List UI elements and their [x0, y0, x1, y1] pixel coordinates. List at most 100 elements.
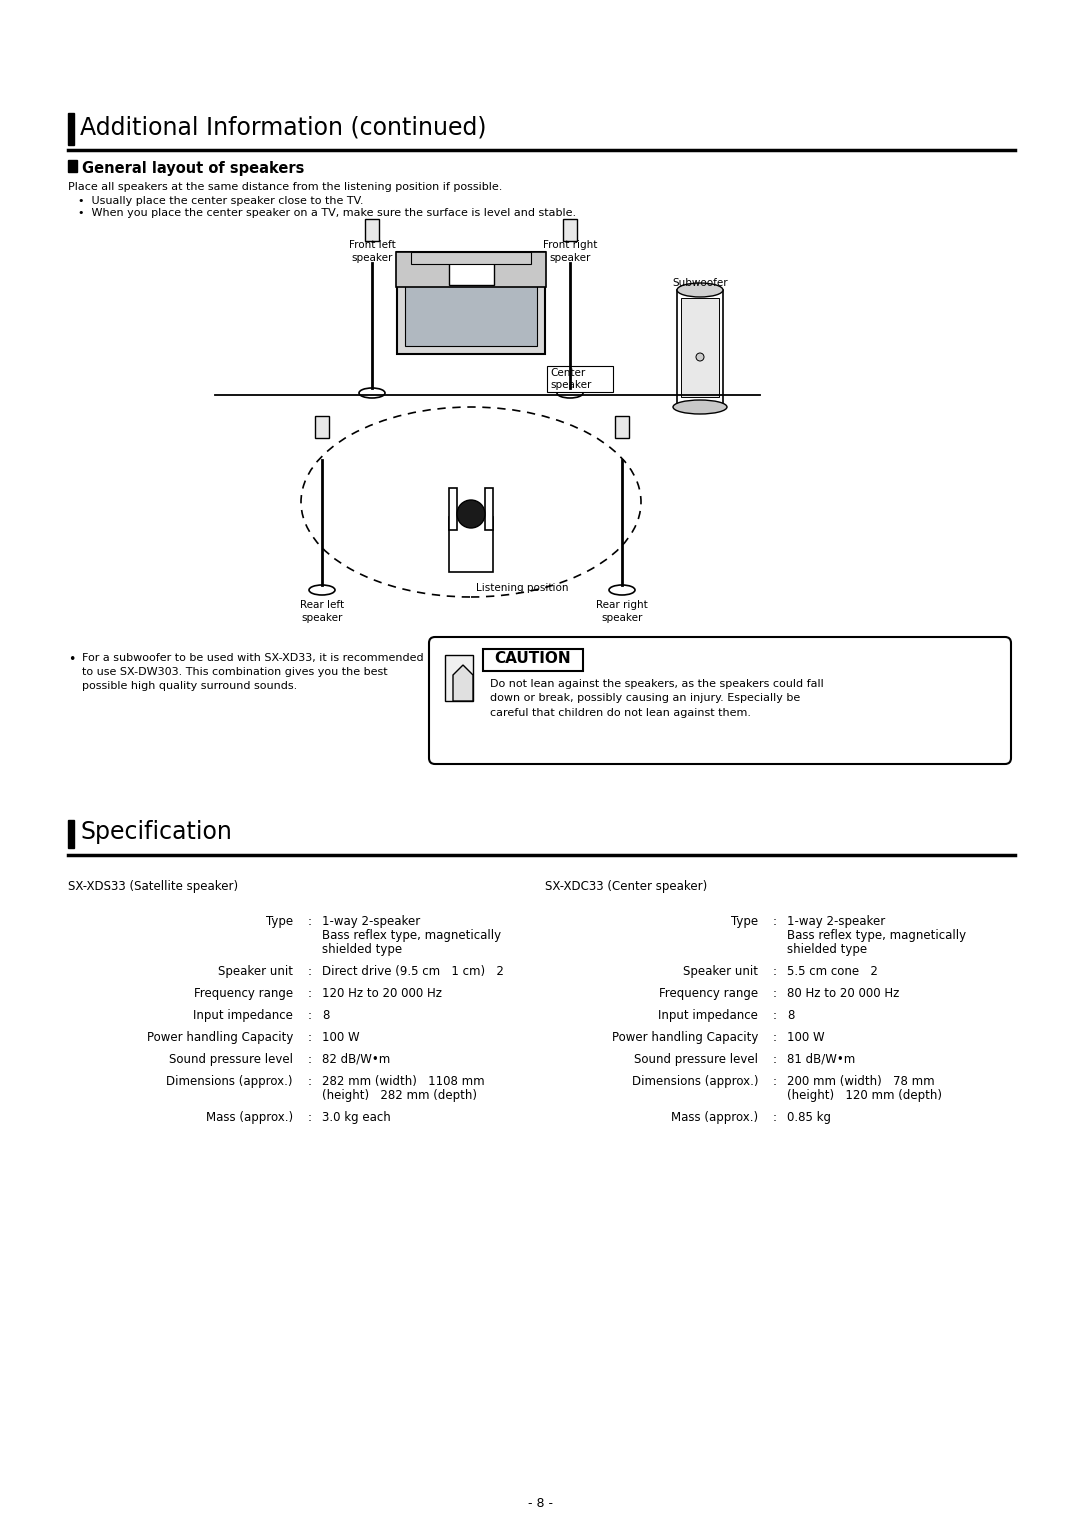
Text: shielded type: shielded type	[322, 943, 402, 955]
Text: speaker: speaker	[301, 612, 342, 623]
Text: Listening position: Listening position	[476, 583, 568, 592]
Text: Mass (approx.): Mass (approx.)	[671, 1112, 758, 1124]
Bar	[615, 416, 629, 438]
Text: 0.85 kg: 0.85 kg	[787, 1112, 831, 1124]
Bar	[365, 219, 379, 240]
Text: Front right: Front right	[543, 240, 597, 250]
Polygon shape	[453, 664, 473, 701]
Text: Additional Information (continued): Additional Information (continued)	[80, 115, 486, 139]
Text: :: :	[773, 916, 777, 928]
Ellipse shape	[557, 387, 583, 398]
Ellipse shape	[677, 283, 723, 297]
Text: to use SX-DW303. This combination gives you the best: to use SX-DW303. This combination gives …	[82, 668, 388, 677]
Text: :: :	[773, 1053, 777, 1066]
Text: •  When you place the center speaker on a TV, make sure the surface is level and: • When you place the center speaker on a…	[78, 208, 576, 217]
Text: 5.5 cm cone   2: 5.5 cm cone 2	[787, 965, 878, 978]
Text: Power handling Capacity: Power handling Capacity	[611, 1030, 758, 1044]
Bar	[681, 299, 719, 397]
Ellipse shape	[673, 400, 727, 413]
Text: SX-XDS33 (Satellite speaker): SX-XDS33 (Satellite speaker)	[68, 880, 238, 893]
Text: :: :	[773, 987, 777, 1000]
Bar	[449, 517, 492, 573]
Text: 80 Hz to 20 000 Hz: 80 Hz to 20 000 Hz	[787, 987, 900, 1000]
FancyBboxPatch shape	[429, 637, 1011, 764]
Text: 1-way 2-speaker: 1-way 2-speaker	[787, 916, 886, 928]
Text: 100 W: 100 W	[787, 1030, 825, 1044]
Text: :: :	[308, 1112, 312, 1124]
Bar	[449, 263, 494, 285]
Text: Dimensions (approx.): Dimensions (approx.)	[166, 1075, 293, 1089]
Text: 3.0 kg each: 3.0 kg each	[322, 1112, 391, 1124]
Text: :: :	[773, 1030, 777, 1044]
Bar	[411, 253, 531, 263]
Text: :: :	[773, 1112, 777, 1124]
Text: speaker: speaker	[550, 380, 592, 390]
Text: Type: Type	[266, 916, 293, 928]
Text: Mass (approx.): Mass (approx.)	[206, 1112, 293, 1124]
Text: Frequency range: Frequency range	[194, 987, 293, 1000]
Text: Frequency range: Frequency range	[659, 987, 758, 1000]
Text: General layout of speakers: General layout of speakers	[82, 161, 305, 176]
Text: :: :	[308, 1030, 312, 1044]
Bar	[68, 161, 77, 171]
Bar	[315, 416, 329, 438]
Bar	[483, 649, 583, 671]
Text: •: •	[68, 654, 76, 666]
Text: Place all speakers at the same distance from the listening position if possible.: Place all speakers at the same distance …	[68, 182, 502, 191]
Bar	[397, 253, 545, 354]
Text: Direct drive (9.5 cm   1 cm)   2: Direct drive (9.5 cm 1 cm) 2	[322, 965, 504, 978]
Text: :: :	[308, 1075, 312, 1089]
Ellipse shape	[609, 585, 635, 596]
Ellipse shape	[309, 585, 335, 596]
Text: 1-way 2-speaker: 1-way 2-speaker	[322, 916, 420, 928]
Text: :: :	[308, 1053, 312, 1066]
Bar	[563, 219, 577, 240]
Text: 282 mm (width)   1108 mm: 282 mm (width) 1108 mm	[322, 1075, 485, 1089]
Text: speaker: speaker	[550, 253, 591, 263]
Text: Bass reflex type, magnetically: Bass reflex type, magnetically	[322, 929, 501, 942]
Bar	[396, 253, 546, 286]
Text: Dimensions (approx.): Dimensions (approx.)	[632, 1075, 758, 1089]
Bar	[485, 488, 492, 530]
Text: Input impedance: Input impedance	[193, 1009, 293, 1023]
Bar	[68, 821, 75, 848]
Text: 8: 8	[322, 1009, 329, 1023]
Text: Input impedance: Input impedance	[658, 1009, 758, 1023]
Text: (height)   282 mm (depth): (height) 282 mm (depth)	[322, 1089, 477, 1102]
Text: 100 W: 100 W	[322, 1030, 360, 1044]
Text: Bass reflex type, magnetically: Bass reflex type, magnetically	[787, 929, 967, 942]
Text: :: :	[308, 916, 312, 928]
Text: 120 Hz to 20 000 Hz: 120 Hz to 20 000 Hz	[322, 987, 442, 1000]
Text: CAUTION: CAUTION	[495, 651, 571, 666]
Bar	[546, 366, 613, 392]
Text: :: :	[773, 1075, 777, 1089]
Text: :: :	[773, 1009, 777, 1023]
Text: speaker: speaker	[351, 253, 393, 263]
Bar	[405, 266, 537, 346]
Text: :: :	[773, 965, 777, 978]
Text: (height)   120 mm (depth): (height) 120 mm (depth)	[787, 1089, 942, 1102]
Text: speaker: speaker	[602, 612, 643, 623]
Text: 82 dB/W•m: 82 dB/W•m	[322, 1053, 390, 1066]
Bar	[449, 488, 457, 530]
Bar	[445, 655, 473, 701]
Text: 8: 8	[787, 1009, 795, 1023]
Text: SX-XDC33 (Center speaker): SX-XDC33 (Center speaker)	[545, 880, 707, 893]
Text: Rear right: Rear right	[596, 600, 648, 609]
Text: :: :	[308, 987, 312, 1000]
Circle shape	[457, 501, 485, 528]
Text: •  Usually place the center speaker close to the TV.: • Usually place the center speaker close…	[78, 196, 364, 207]
Text: Speaker unit: Speaker unit	[683, 965, 758, 978]
Text: Sound pressure level: Sound pressure level	[168, 1053, 293, 1066]
Bar	[677, 289, 723, 406]
Text: shielded type: shielded type	[787, 943, 867, 955]
Text: :: :	[308, 1009, 312, 1023]
Text: Sound pressure level: Sound pressure level	[634, 1053, 758, 1066]
Text: Rear left: Rear left	[300, 600, 345, 609]
Text: Subwoofer: Subwoofer	[672, 279, 728, 288]
Text: 81 dB/W•m: 81 dB/W•m	[787, 1053, 855, 1066]
Text: Type: Type	[731, 916, 758, 928]
Bar	[68, 113, 75, 145]
Text: For a subwoofer to be used with SX-XD33, it is recommended: For a subwoofer to be used with SX-XD33,…	[82, 654, 423, 663]
Text: Do not lean against the speakers, as the speakers could fall
down or break, poss: Do not lean against the speakers, as the…	[490, 680, 824, 718]
